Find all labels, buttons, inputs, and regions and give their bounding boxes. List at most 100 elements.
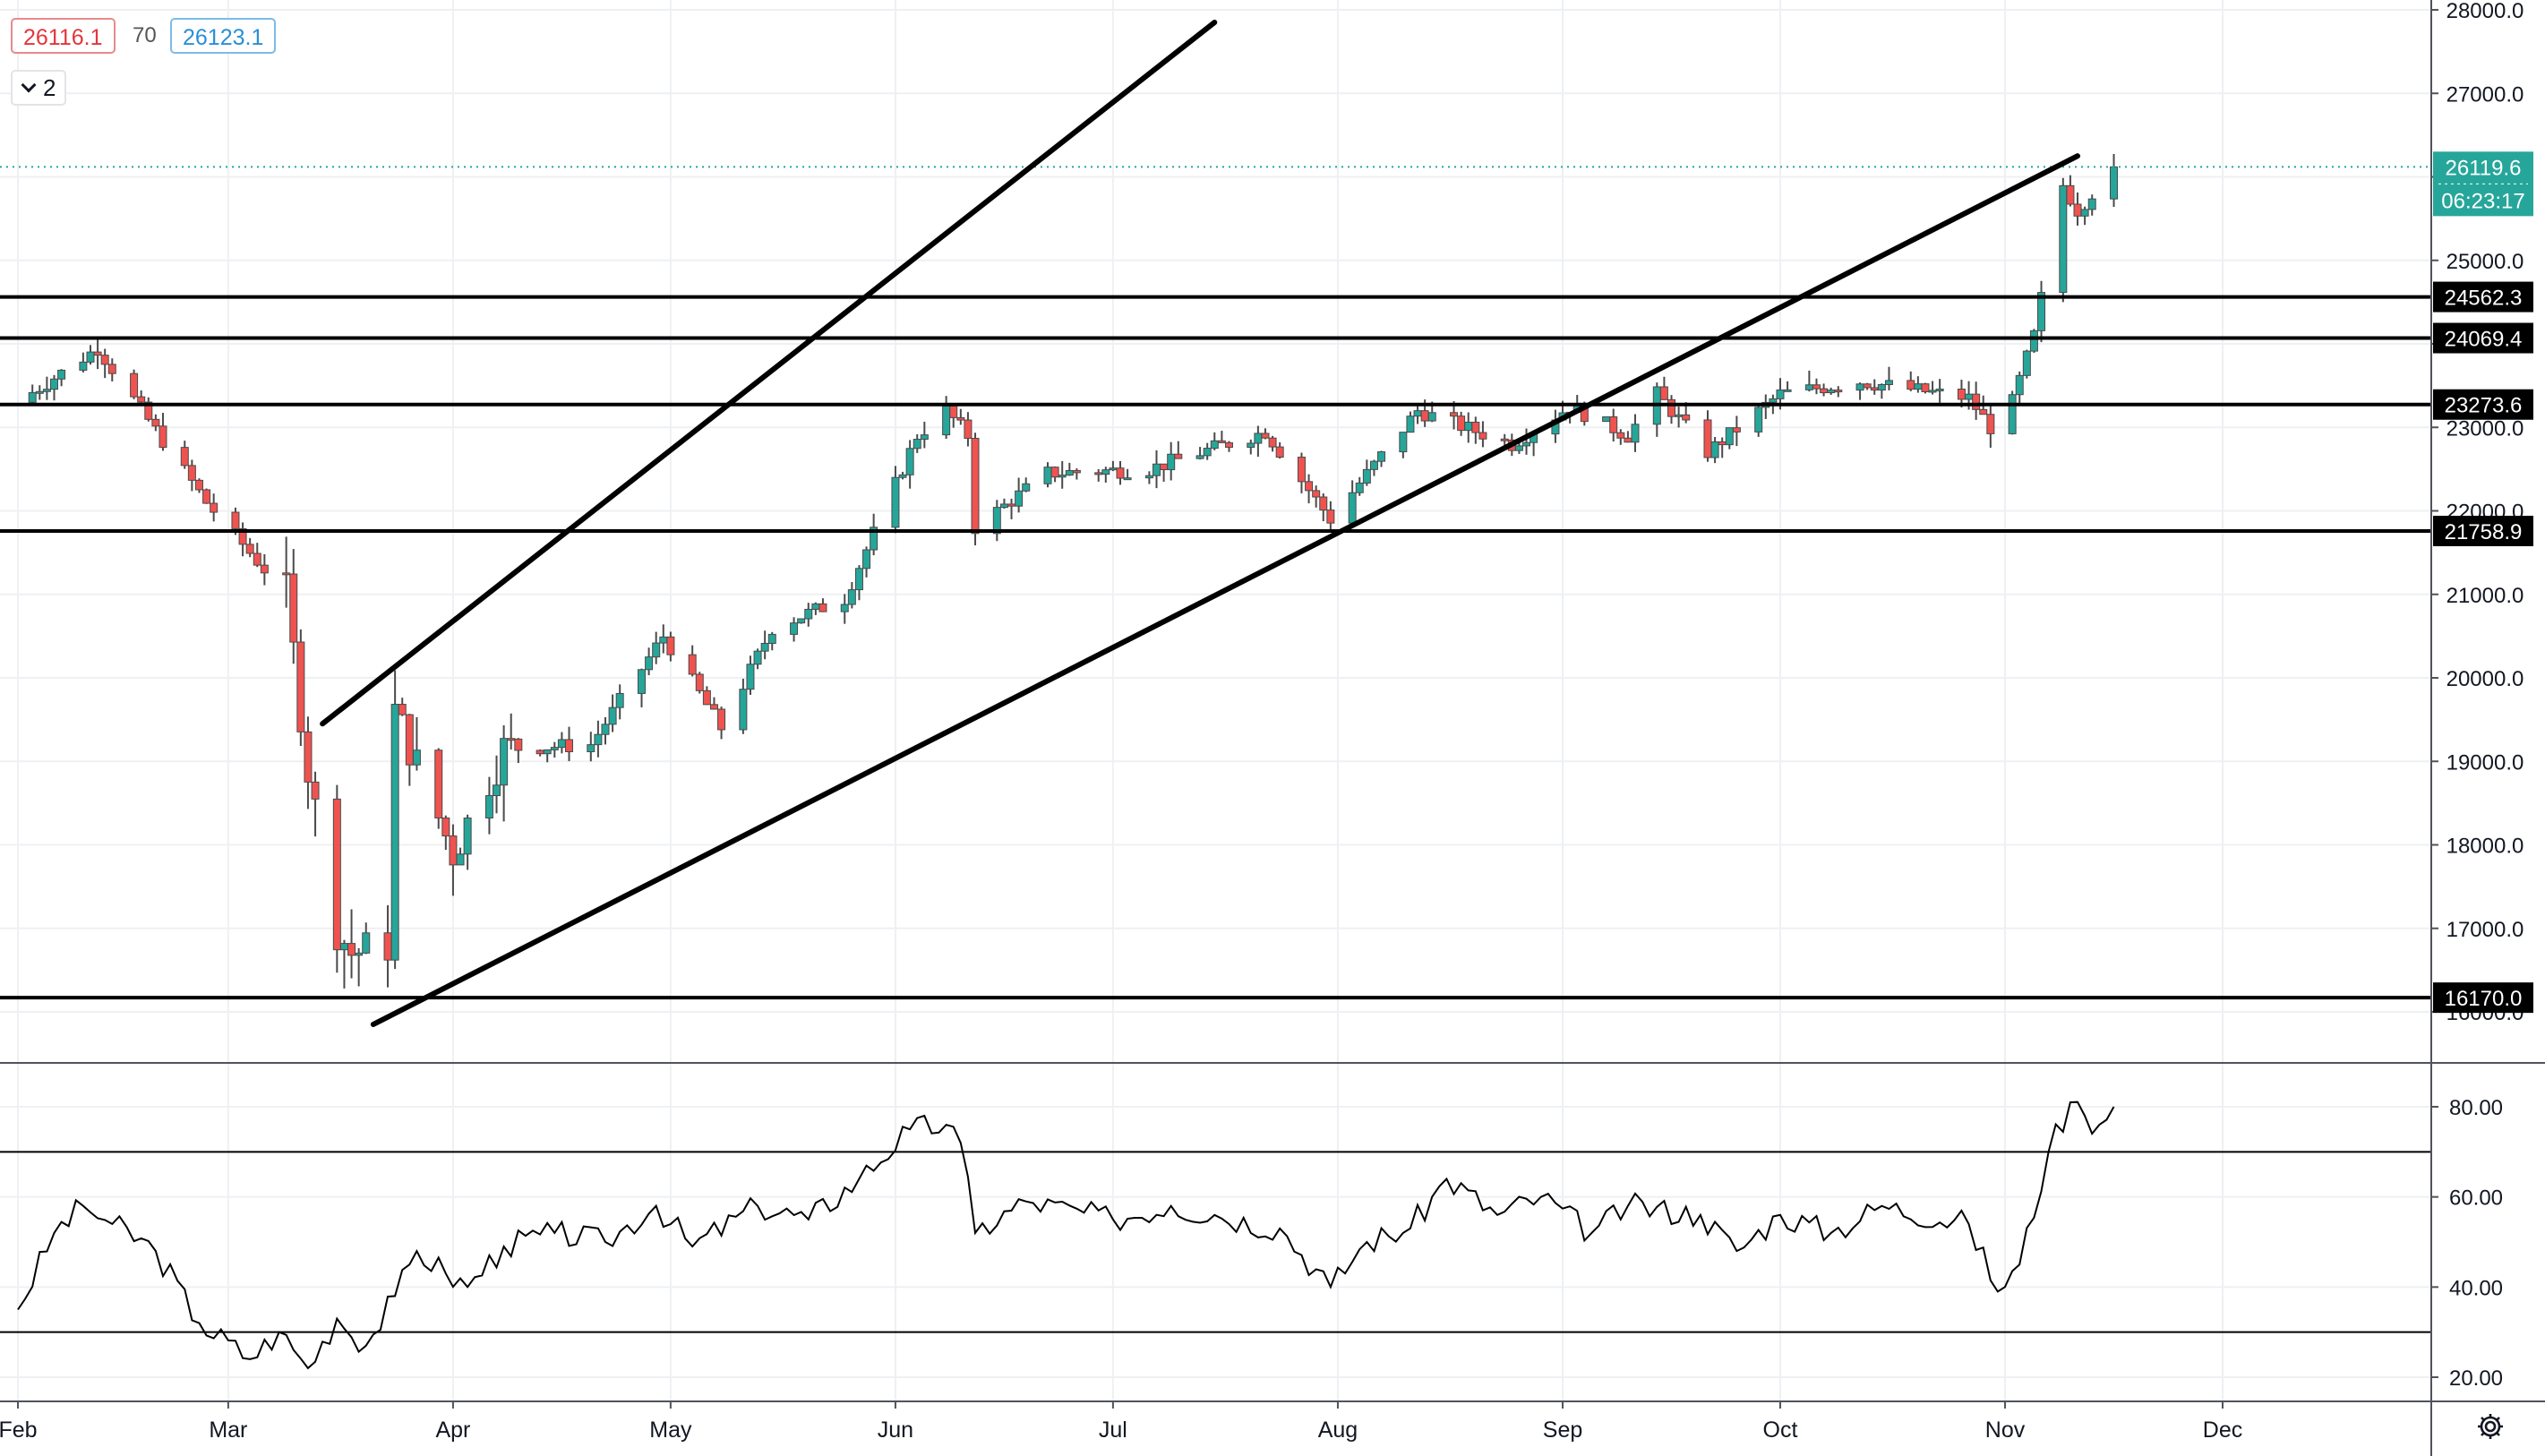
horizontal-levels[interactable] [0, 166, 2431, 1000]
candle [1247, 439, 1255, 455]
candle [1254, 425, 1263, 458]
svg-text:23273.6: 23273.6 [2445, 394, 2523, 418]
candle [1935, 379, 1944, 403]
price-tick-label: 25000.0 [2446, 250, 2524, 274]
candle [1406, 411, 1415, 433]
candle [804, 603, 813, 627]
candle [304, 716, 313, 809]
candle [1043, 462, 1052, 488]
price-tick-label: 28000.0 [2446, 0, 2524, 23]
candle [2110, 153, 2119, 207]
candle [840, 594, 849, 624]
candle [2087, 194, 2096, 216]
svg-text:24562.3: 24562.3 [2445, 287, 2523, 311]
time-tick-label: May [649, 1417, 692, 1443]
candle [2073, 192, 2082, 226]
time-tick-label: Apr [435, 1417, 470, 1443]
candle [245, 537, 254, 558]
svg-text:24069.4: 24069.4 [2445, 328, 2523, 352]
time-axis[interactable]: Feb Mar Apr May Jun Jul Aug Sep Oct Nov Dec [0, 1400, 2545, 1443]
rsi-axis[interactable]: 80.00 60.00 40.00 20.00 [2431, 1096, 2503, 1391]
channel-lower-line[interactable] [370, 153, 2081, 1027]
ask-price-box[interactable]: 26123.1 [170, 18, 277, 54]
candle [1369, 459, 1378, 476]
candle [390, 670, 399, 970]
candle [1870, 379, 1879, 395]
time-tick-label: Dec [2203, 1417, 2242, 1443]
candle [210, 493, 219, 522]
candle [1015, 477, 1024, 513]
candle [180, 441, 189, 469]
time-tick-label: Mar [209, 1417, 247, 1443]
candle [536, 749, 544, 757]
bid-price-box[interactable]: 26116.1 [11, 18, 116, 54]
price-tick-label: 21000.0 [2446, 584, 2524, 608]
time-tick-label: Aug [1318, 1417, 1358, 1443]
candle [615, 684, 624, 720]
candle [282, 536, 291, 608]
candle [260, 553, 269, 586]
candle [1761, 394, 1770, 419]
candle [1827, 387, 1836, 395]
candle [1478, 421, 1487, 448]
candle [1094, 468, 1103, 482]
candle [1174, 441, 1183, 459]
time-tick-label: Nov [1985, 1417, 2026, 1443]
candle [1855, 382, 1864, 400]
candle [1217, 431, 1226, 443]
candle [362, 922, 371, 955]
candle [1652, 382, 1661, 437]
candle [1312, 485, 1321, 508]
candle [637, 668, 646, 707]
candle [1884, 366, 1893, 390]
level-labels: 24562.3 24069.4 23273.6 21758.9 16170.0 26119… [2433, 151, 2533, 1014]
candle [484, 776, 493, 835]
candle [130, 369, 139, 399]
candle [1907, 371, 1915, 391]
candle [1471, 416, 1480, 444]
candle [1616, 429, 1625, 445]
candle [717, 707, 726, 740]
candle [767, 631, 776, 651]
channel-upper-line[interactable] [320, 19, 1218, 727]
candle [1007, 498, 1016, 519]
candle [194, 478, 203, 493]
candle [1167, 441, 1176, 481]
candle [1464, 412, 1473, 443]
candle [1863, 382, 1872, 390]
gear-icon[interactable] [2475, 1411, 2506, 1442]
candle [964, 412, 973, 447]
candle [854, 565, 863, 601]
level-price-label: 16170.0 [2433, 982, 2533, 1014]
candle [1109, 460, 1118, 472]
candle [159, 413, 167, 451]
candle [1928, 381, 1937, 395]
time-tick-label: Jun [878, 1417, 913, 1443]
candle [1326, 501, 1335, 530]
candle [942, 396, 951, 440]
collapse-indicators-button[interactable]: 2 [11, 70, 67, 106]
candle [702, 686, 711, 706]
spread-label: 70 [133, 23, 157, 47]
trend-channel[interactable] [320, 19, 2081, 1027]
candle [449, 824, 458, 896]
candle [1275, 441, 1284, 459]
candle [339, 939, 348, 989]
candle [1160, 463, 1169, 482]
collapsed-count: 2 [43, 74, 56, 101]
candle [202, 488, 211, 504]
candle [666, 631, 675, 662]
candle [688, 645, 697, 677]
candle [1457, 411, 1466, 436]
candle [1710, 436, 1719, 464]
candle [412, 716, 421, 771]
candle [1667, 395, 1675, 424]
candle [999, 498, 1008, 510]
candle [1210, 432, 1219, 450]
price-axis[interactable]: 28000.027000.026000.025000.024000.023000… [2430, 0, 2524, 1456]
candle [2008, 390, 2017, 435]
candle [383, 904, 392, 988]
candle [1305, 474, 1314, 504]
candle [405, 714, 414, 786]
